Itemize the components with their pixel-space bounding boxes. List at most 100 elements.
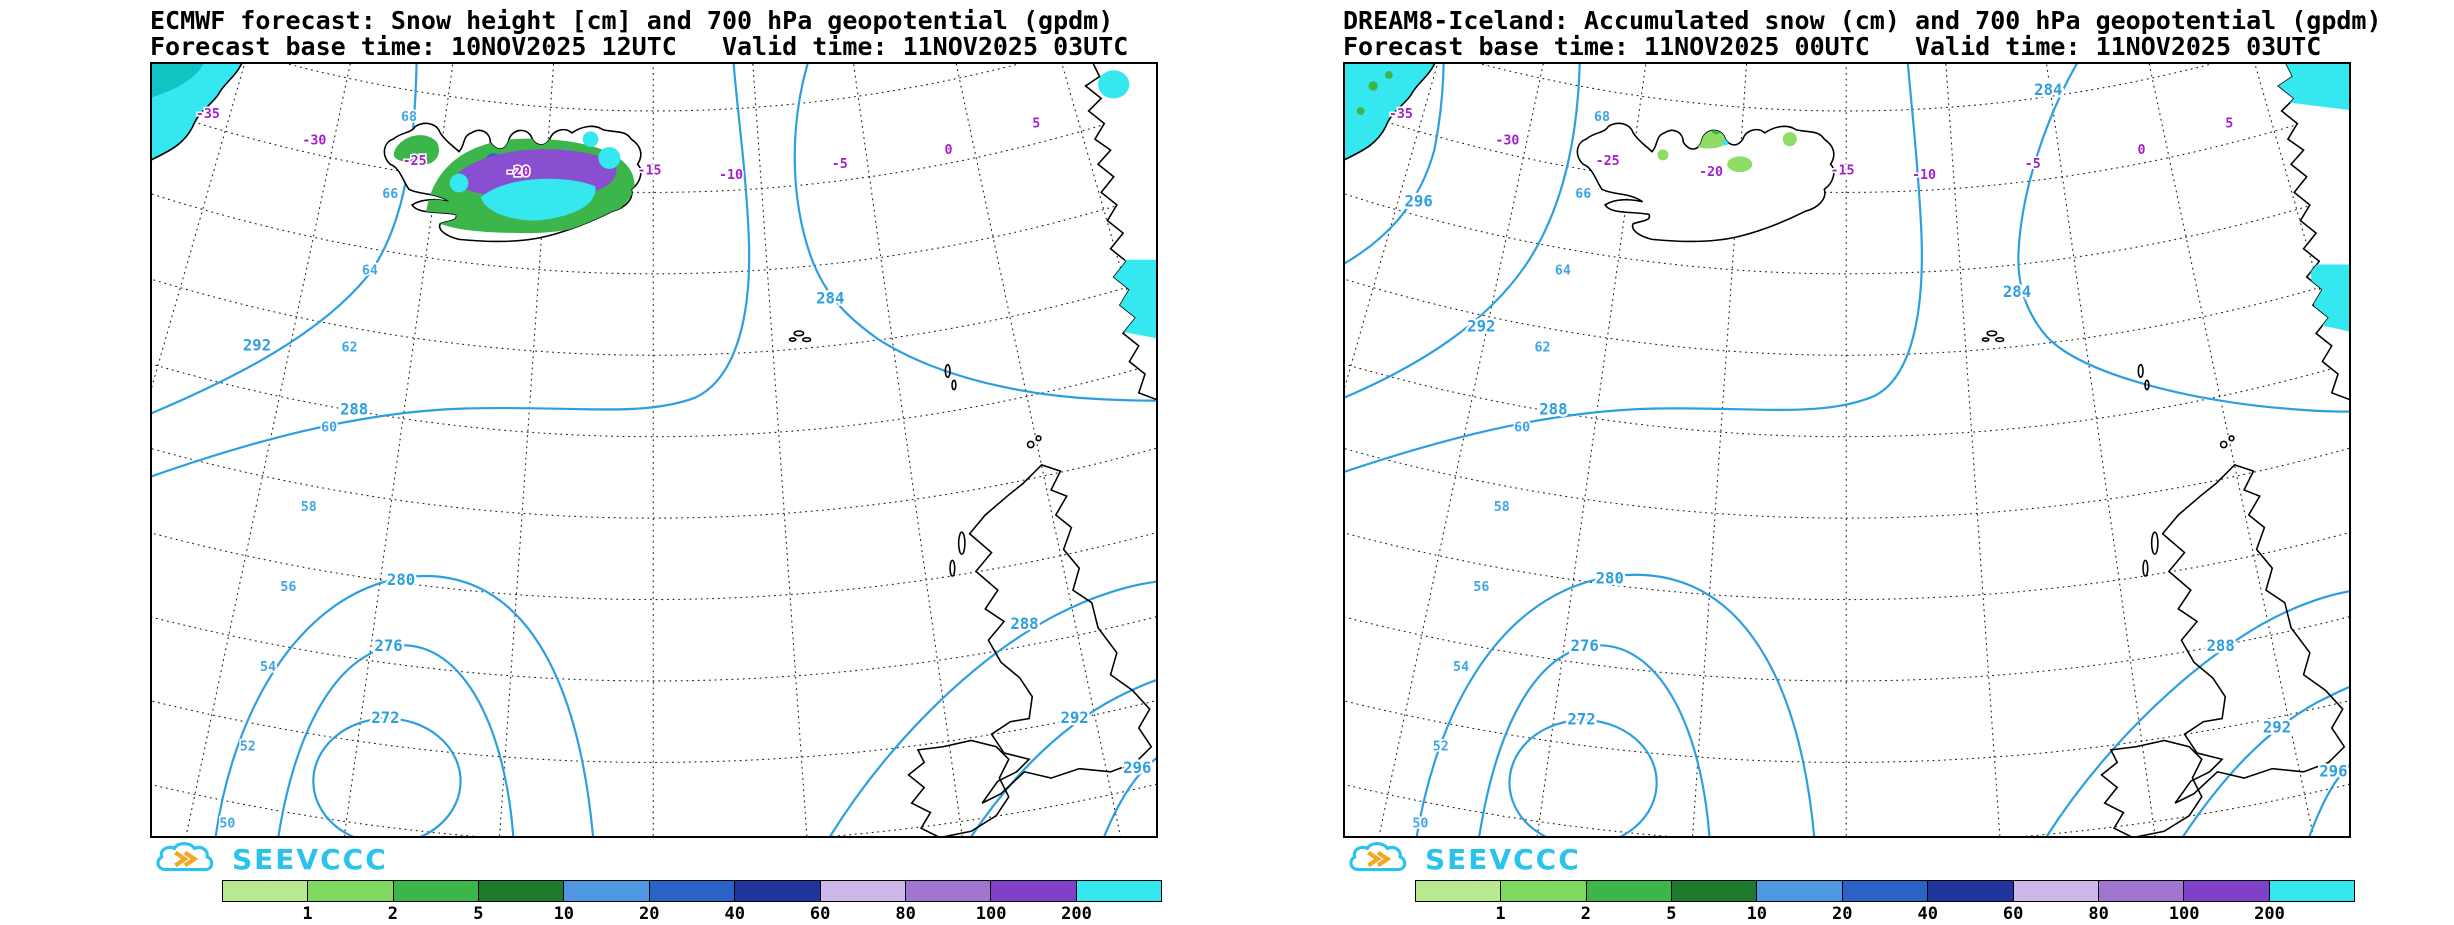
colorbar-segment xyxy=(2013,881,2099,901)
geopotential-contour-label: 292 xyxy=(243,335,271,354)
map-dream8: -35 -30 -25 -20 -15 -10 -5 0 5 68 66 64 62 60 58 56 54 52… xyxy=(1343,62,2351,838)
colorbar-segment xyxy=(2184,881,2270,901)
greenland-shade xyxy=(152,64,204,98)
colorbar-label: 2 xyxy=(387,904,399,924)
longitude-label: -10 xyxy=(719,168,743,183)
seevccc-logo: SEEVCCC xyxy=(150,841,388,877)
colorbar-segment xyxy=(1501,881,1587,901)
latitude-label: 54 xyxy=(1453,660,1469,675)
seevccc-cloud-icon xyxy=(1349,842,1407,872)
longitude-label: -20 xyxy=(506,165,530,180)
colorbar-segments xyxy=(222,880,1162,902)
colorbar-labels: 1 2 5 10 20 40 60 80 100 200 xyxy=(222,904,1162,925)
colorbar-segment xyxy=(1416,881,1502,901)
longitude-label: -10 xyxy=(1912,168,1936,183)
colorbar-label: 200 xyxy=(1061,904,1092,924)
latitude-label: 60 xyxy=(1514,420,1530,435)
latitude-label: 58 xyxy=(301,500,317,515)
iceland-snowfield xyxy=(393,131,635,234)
colorbar-label: 2 xyxy=(1580,904,1592,924)
snow-colorbar: 1 2 5 10 20 40 60 80 100 200 xyxy=(222,880,1162,925)
colorbar-label: 20 xyxy=(1832,904,1853,924)
colorbar-segments xyxy=(1415,880,2355,902)
longitude-label: -25 xyxy=(403,154,427,169)
colorbar-label: 80 xyxy=(895,904,916,924)
longitude-label: -25 xyxy=(1596,154,1620,169)
colorbar-segment xyxy=(1076,881,1161,901)
latitude-label: 60 xyxy=(321,420,337,435)
map-ecmwf: -35 -30 -25 -20 -15 -10 -5 0 5 68 66 64 62 60 58 56 54 52… xyxy=(150,62,1158,838)
geopotential-contour-label: 284 xyxy=(2003,282,2031,301)
geopotential-contour-label: 272 xyxy=(1567,710,1595,729)
great-britain-coast xyxy=(968,463,1153,804)
panel-subtitle: Forecast base time: 10NOV2025 12UTC Vali… xyxy=(150,32,1129,61)
colorbar-segment xyxy=(905,881,992,901)
colorbar-label: 60 xyxy=(809,904,831,924)
orkney-islands xyxy=(2219,440,2228,449)
colorbar-label: 1 xyxy=(302,904,313,924)
geopotential-contour-label: 288 xyxy=(340,400,368,419)
coastlines xyxy=(152,64,1156,836)
longitude-label: -5 xyxy=(832,157,848,172)
geopotential-contour-label: 284 xyxy=(2034,80,2062,99)
geopotential-contour-label: 292 xyxy=(1060,708,1088,727)
colorbar-label: 5 xyxy=(473,904,484,924)
latitude-label: 64 xyxy=(362,264,378,279)
geopotential-contour-label: 292 xyxy=(1467,317,1495,336)
colorbar-segment xyxy=(1757,881,1843,901)
colorbar-segment xyxy=(479,881,565,901)
geopotential-contour-label: 288 xyxy=(1539,400,1567,419)
longitude-label: -35 xyxy=(1389,107,1413,122)
colorbar-label: 80 xyxy=(2088,904,2109,924)
orkney-islands xyxy=(1026,440,1035,449)
latitude-label: 58 xyxy=(1494,500,1510,515)
graticule xyxy=(152,64,1156,836)
colorbar-label: 10 xyxy=(1746,904,1768,924)
ireland-coast xyxy=(907,739,1010,836)
latitude-label: 62 xyxy=(1535,340,1551,355)
geopotential-contour-label: 296 xyxy=(2319,761,2347,780)
latitude-label: 54 xyxy=(260,660,276,675)
latitude-label: 56 xyxy=(1473,580,1489,595)
geopotential-contour-label: 288 xyxy=(1010,614,1038,633)
map-dream8-svg: -35 -30 -25 -20 -15 -10 -5 0 5 68 66 64 62 60 58 56 54 52… xyxy=(1345,64,2349,836)
seevccc-cloud-icon xyxy=(156,842,214,872)
seevccc-logo: SEEVCCC xyxy=(1343,841,1581,877)
colorbar-segment xyxy=(308,881,394,901)
geopotential-contour-label: 296 xyxy=(1405,191,1433,210)
geopotential-contour-label: 284 xyxy=(816,288,844,307)
geopotential-contour-label: 280 xyxy=(1596,569,1624,588)
shetland-islands xyxy=(2137,363,2144,378)
geopotential-contour-label: 276 xyxy=(374,636,402,655)
graticule xyxy=(1345,64,2349,836)
latitude-label: 66 xyxy=(382,187,398,202)
panel-ecmwf: ECMWF forecast: Snow height [cm] and 700… xyxy=(150,0,1162,925)
longitude-label: 5 xyxy=(1032,117,1040,132)
faroe-islands xyxy=(793,330,805,337)
colorbar-segment xyxy=(991,881,1077,901)
colorbar-segment xyxy=(393,881,480,901)
colorbar-label: 60 xyxy=(2002,904,2024,924)
panel-subtitle: Forecast base time: 11NOV2025 00UTC Vali… xyxy=(1343,32,2322,61)
latitude-label: 68 xyxy=(1594,110,1610,125)
geopotential-contour-label: 296 xyxy=(1123,758,1151,777)
faroe-islands xyxy=(1986,330,1998,337)
latitude-label: 62 xyxy=(342,340,358,355)
longitude-label: 0 xyxy=(2138,143,2146,158)
latitude-label: 56 xyxy=(280,580,296,595)
longitude-label: 5 xyxy=(2225,117,2233,132)
longitude-label: 0 xyxy=(945,143,953,158)
colorbar-segment xyxy=(564,881,650,901)
colorbar-segment xyxy=(1928,881,2014,901)
great-britain-coast xyxy=(2161,463,2346,804)
colorbar-label: 20 xyxy=(639,904,660,924)
latitude-label: 64 xyxy=(1555,264,1571,279)
geopotential-contours xyxy=(152,64,1156,836)
geopotential-contours xyxy=(1345,64,2349,836)
latitude-label: 50 xyxy=(1412,816,1428,831)
colorbar-segment xyxy=(1842,881,1929,901)
panel-title: ECMWF forecast: Snow height [cm] and 700… xyxy=(150,6,1114,35)
map-labels: -35 -30 -25 -20 -15 -10 -5 0 5 68 66 64 62 60 58 56 54 52… xyxy=(1387,78,2349,833)
panel-dream8: DREAM8-Iceland: Accumulated snow (cm) an… xyxy=(1343,0,2382,925)
hebrides-islands xyxy=(957,531,966,555)
